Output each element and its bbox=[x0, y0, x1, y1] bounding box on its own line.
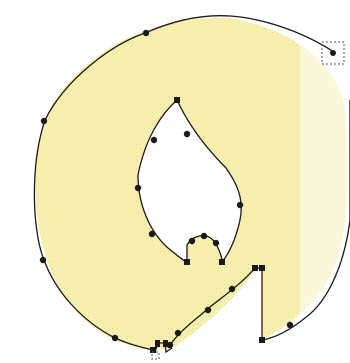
smooth-node-icon[interactable] bbox=[212, 239, 220, 247]
smooth-node-icon[interactable] bbox=[111, 334, 119, 342]
smooth-node-icon[interactable] bbox=[188, 237, 196, 245]
smooth-nodes bbox=[39, 29, 294, 349]
smooth-node-icon[interactable] bbox=[150, 136, 158, 144]
corner-node-icon[interactable] bbox=[163, 340, 168, 347]
corner-node-icon[interactable] bbox=[151, 351, 160, 360]
smooth-node-icon[interactable] bbox=[183, 130, 191, 138]
smooth-node-icon[interactable] bbox=[166, 341, 174, 349]
edge-fade bbox=[300, 17, 348, 351]
smooth-node-icon[interactable] bbox=[236, 201, 244, 209]
corner-node-icon[interactable] bbox=[174, 97, 180, 103]
smooth-node-icon[interactable] bbox=[204, 306, 212, 314]
smooth-node-icon[interactable] bbox=[148, 230, 156, 238]
corner-node-icon[interactable] bbox=[219, 259, 225, 265]
corner-node-icon[interactable] bbox=[155, 340, 160, 347]
corner-node-icon[interactable] bbox=[184, 259, 190, 265]
smooth-node-icon[interactable] bbox=[142, 29, 150, 37]
shape-fill[interactable] bbox=[35, 17, 348, 351]
smooth-node-icon[interactable] bbox=[286, 321, 294, 329]
smooth-node-icon[interactable] bbox=[330, 50, 336, 56]
smooth-node-icon[interactable] bbox=[200, 232, 208, 240]
smooth-node-icon[interactable] bbox=[228, 285, 236, 293]
corner-node-icon[interactable] bbox=[259, 337, 265, 343]
smooth-node-icon[interactable] bbox=[39, 256, 47, 264]
smooth-node-icon[interactable] bbox=[40, 117, 48, 125]
smooth-node-icon[interactable] bbox=[134, 184, 142, 192]
corner-node-icon[interactable] bbox=[259, 265, 265, 271]
corner-nodes bbox=[150, 97, 265, 360]
selection-handle-icon[interactable] bbox=[321, 41, 345, 65]
corner-node-icon[interactable] bbox=[252, 265, 258, 271]
corner-node-icon[interactable] bbox=[150, 347, 156, 353]
smooth-node-icon[interactable] bbox=[174, 329, 182, 337]
